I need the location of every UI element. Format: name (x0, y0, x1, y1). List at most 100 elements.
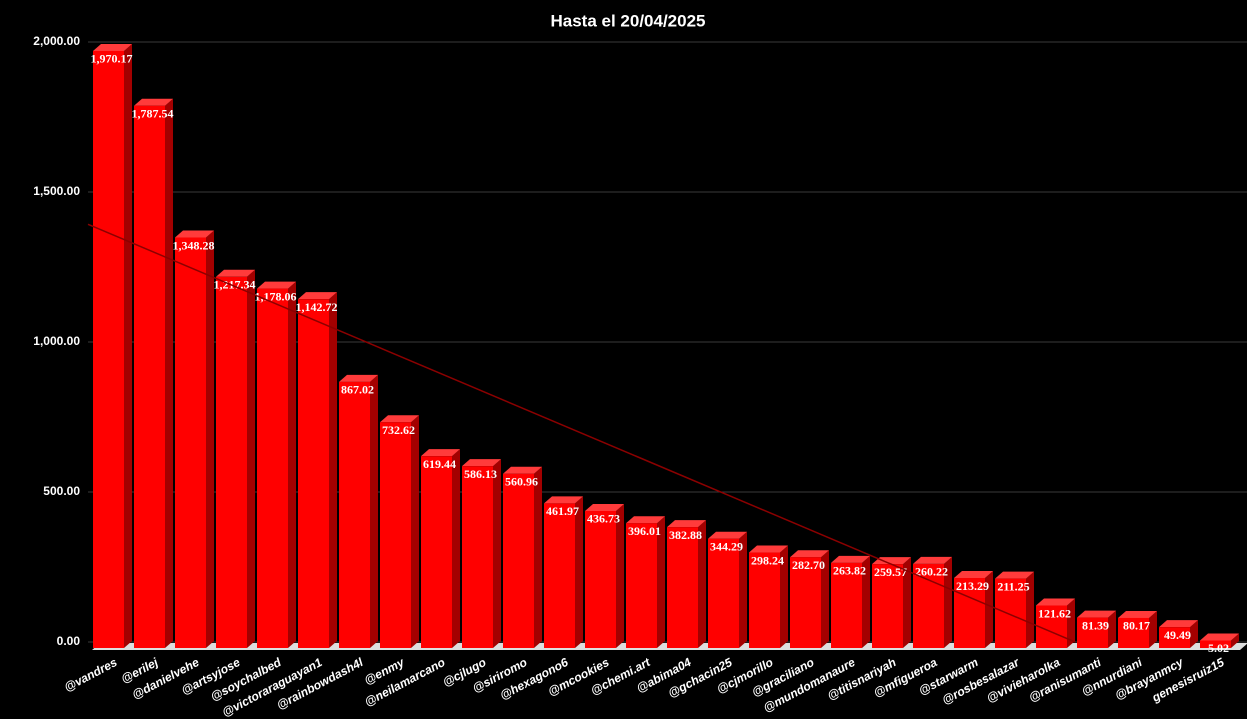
bar (462, 466, 493, 648)
bar (1077, 617, 1108, 648)
bar-side (411, 415, 419, 648)
bar-top (1118, 610, 1157, 618)
bar-top (667, 520, 706, 528)
value-label: 259.57 (874, 565, 907, 579)
bar (1159, 627, 1190, 648)
bar-top (134, 98, 173, 106)
bar-top (872, 557, 911, 565)
bar-top (585, 503, 624, 511)
y-tick-label: 1,000.00 (33, 334, 80, 348)
value-label: 461.97 (546, 504, 579, 518)
bar-side (493, 459, 501, 648)
bar (954, 578, 985, 648)
bar (667, 527, 698, 648)
bar-top (1159, 620, 1198, 628)
value-label: 619.44 (423, 457, 456, 471)
bar (503, 473, 534, 648)
value-label: 586.13 (464, 467, 497, 481)
bar-side (739, 531, 747, 648)
value-label: 260.22 (915, 565, 948, 579)
bar-top (93, 43, 132, 51)
bar-side (206, 230, 214, 649)
bar (831, 562, 862, 648)
y-tick-label: 0.00 (57, 634, 81, 648)
bar-top (995, 571, 1034, 579)
bar-side (985, 571, 993, 648)
trendline (87, 223, 1076, 643)
bar-top (790, 550, 829, 558)
bar-top (749, 545, 788, 553)
value-label: 1,787.54 (132, 106, 174, 120)
bar (298, 299, 329, 648)
bar-side (329, 292, 337, 648)
bar-side (1108, 610, 1116, 648)
y-tick-label: 500.00 (43, 484, 80, 498)
bar-top (462, 459, 501, 467)
bar-top (626, 516, 665, 524)
value-label: 211.25 (997, 579, 1029, 593)
bar-side (657, 516, 665, 648)
bar (134, 105, 165, 649)
bar-top (175, 230, 214, 238)
bar (585, 510, 616, 648)
bar (257, 288, 288, 648)
value-label: 1,142.72 (296, 300, 338, 314)
bar (421, 456, 452, 648)
bar-side (124, 43, 132, 649)
value-label: 1,178.06 (255, 289, 297, 303)
bar-top (216, 269, 255, 277)
bar (216, 276, 247, 648)
value-label: 263.82 (833, 564, 866, 578)
bar-side (1149, 610, 1157, 648)
value-label: 436.73 (587, 512, 620, 526)
bar-top (954, 571, 993, 579)
bar-top (421, 449, 460, 457)
y-tick-label: 1,500.00 (33, 184, 80, 198)
bar (626, 523, 657, 648)
bar-side (616, 503, 624, 648)
bar-top (257, 281, 296, 289)
bar-side (698, 520, 706, 648)
bar (708, 538, 739, 648)
bar-top (1036, 598, 1075, 606)
bar-side (575, 496, 583, 648)
bar-top (380, 415, 419, 423)
bar (1036, 605, 1067, 648)
value-label: 344.29 (710, 539, 743, 553)
bar-side (821, 550, 829, 648)
bar (544, 503, 575, 648)
bar-side (1190, 620, 1198, 648)
bar (1118, 617, 1149, 648)
value-label: 867.02 (341, 383, 374, 397)
bar-side (862, 555, 870, 648)
value-label: 1,970.17 (91, 52, 133, 66)
bar (913, 563, 944, 648)
bar-top (544, 496, 583, 504)
bar-side (247, 269, 255, 648)
bar-side (1067, 598, 1075, 648)
bar (380, 422, 411, 648)
bar (749, 552, 780, 648)
value-label: 121.62 (1038, 606, 1071, 620)
bar (93, 50, 124, 649)
value-label: 382.88 (669, 528, 702, 542)
bar-side (944, 556, 952, 648)
bar-side (534, 466, 542, 648)
y-tick-label: 2,000.00 (33, 34, 80, 48)
bar-top (298, 292, 337, 300)
value-label: 5.02 (1208, 641, 1229, 655)
value-label: 732.62 (382, 423, 415, 437)
bar-top (1077, 610, 1116, 618)
bar (790, 557, 821, 648)
value-label: 396.01 (628, 524, 661, 538)
value-label: 560.96 (505, 474, 538, 488)
chart-title: Hasta el 20/04/2025 (550, 11, 705, 30)
value-label: 298.24 (751, 553, 784, 567)
bar-side (1231, 633, 1239, 648)
bar-top (708, 531, 747, 539)
bar-side (903, 557, 911, 648)
bar (175, 237, 206, 649)
bar-side (452, 449, 460, 648)
